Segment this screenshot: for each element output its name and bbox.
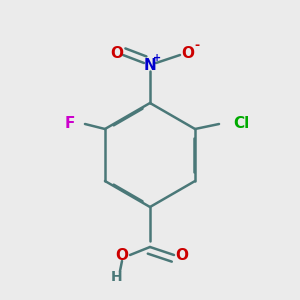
Text: +: + (153, 53, 161, 63)
Text: Cl: Cl (233, 116, 249, 131)
Text: F: F (64, 116, 75, 131)
Text: O: O (116, 248, 128, 262)
Text: O: O (182, 46, 194, 61)
Text: H: H (111, 270, 123, 284)
Text: -: - (194, 40, 200, 52)
Text: N: N (144, 58, 156, 73)
Text: O: O (176, 248, 188, 262)
Text: O: O (110, 46, 124, 61)
